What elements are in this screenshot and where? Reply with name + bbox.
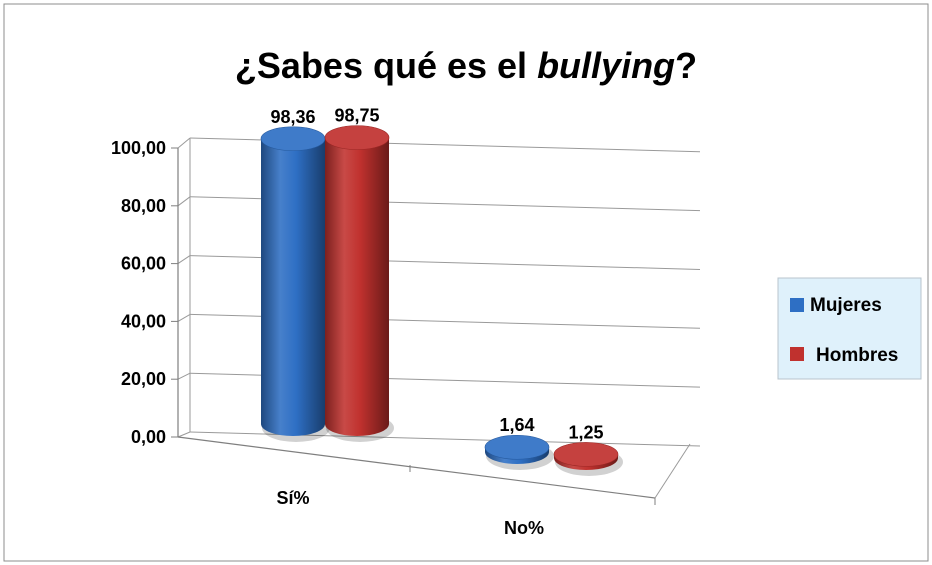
data-label: 98,36 xyxy=(270,107,315,127)
data-label: 1,64 xyxy=(499,415,534,435)
x-tick-labels: Sí% No% xyxy=(276,488,544,538)
x-tick-label: No% xyxy=(504,518,544,538)
bar-top xyxy=(260,126,326,152)
legend-swatch-mujeres xyxy=(790,298,804,312)
bar-body xyxy=(261,138,325,437)
bar-mujeres-1 xyxy=(484,434,554,470)
legend-label-mujeres: Mujeres xyxy=(810,295,882,316)
y-tick-label: 0,00 xyxy=(131,427,166,447)
data-label: 98,75 xyxy=(334,106,379,126)
legend-swatch-hombres xyxy=(790,347,804,361)
y-tick-labels: 0,00 20,00 40,00 60,00 80,00 100,00 xyxy=(111,138,166,447)
grid-depth-line xyxy=(177,313,191,322)
bar-hombres-1 xyxy=(553,442,623,476)
bar-top xyxy=(553,442,619,467)
y-tick-label: 40,00 xyxy=(121,311,166,331)
axes xyxy=(171,147,691,505)
y-tick-label: 80,00 xyxy=(121,196,166,216)
bar-hombres-0 xyxy=(324,125,394,442)
legend-label-hombres: Hombres xyxy=(816,345,898,366)
grid-depth-line xyxy=(177,137,191,149)
x-axis xyxy=(177,436,656,499)
bar-top xyxy=(484,434,550,460)
grid-depth-line xyxy=(177,255,191,265)
y-tick-label: 100,00 xyxy=(111,138,166,158)
bar-mujeres-0 xyxy=(260,126,330,442)
bars xyxy=(260,125,623,476)
y-tick-label: 60,00 xyxy=(121,254,166,274)
data-label: 1,25 xyxy=(568,422,603,442)
chart-title: ¿Sabes qué es el bullying? xyxy=(235,45,697,86)
grid-depth-line xyxy=(177,196,191,207)
legend: Mujeres Hombres xyxy=(777,277,922,380)
grid-depth-line xyxy=(177,372,191,380)
legend-box xyxy=(777,277,922,380)
grid-line xyxy=(189,431,701,447)
bar-top xyxy=(324,125,390,150)
grid-depth-line xyxy=(177,431,191,438)
y-tick-label: 20,00 xyxy=(121,369,166,389)
data-labels: 98,36 98,75 1,64 1,25 xyxy=(270,106,603,443)
x-tick-label: Sí% xyxy=(276,488,309,508)
floor-right-edge xyxy=(654,443,691,499)
bar-body xyxy=(325,137,389,436)
chart-border xyxy=(3,3,929,562)
